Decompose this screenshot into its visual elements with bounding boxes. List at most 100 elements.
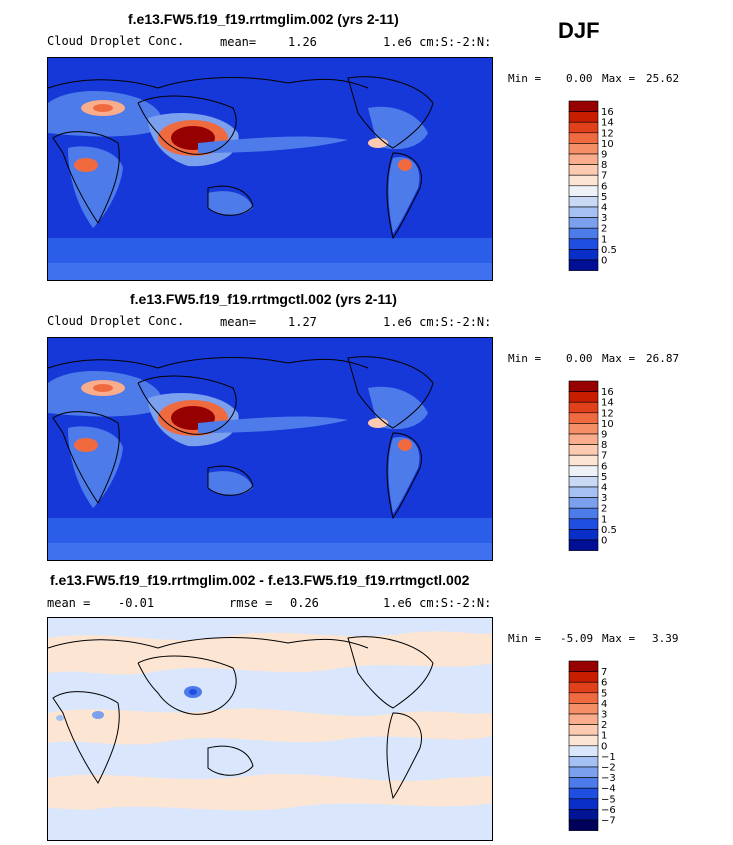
colorbar-tick-label: 2 [601, 224, 607, 235]
colorbar-swatch [568, 433, 599, 445]
colorbar-swatch [568, 787, 599, 800]
colorbar-tick-label: 4 [601, 203, 607, 214]
season-label: DJF [558, 18, 600, 43]
southern-band-outer [48, 263, 492, 280]
panel3-mean-label: mean = [47, 596, 91, 610]
indian-negative [92, 711, 104, 719]
panel3-mean-value: -0.01 [118, 596, 155, 610]
africa-hotspot [74, 438, 98, 452]
warm-band-north [48, 631, 492, 675]
colorbar-swatch [568, 703, 599, 715]
pacific-plume [198, 416, 348, 433]
pacific-plume [198, 136, 348, 153]
colorbar-tick-label: 5 [601, 688, 607, 699]
colorbar-tick-label: 7 [601, 171, 607, 182]
colorbar-tick-label: 1 [601, 731, 607, 742]
panel2-min-label: Min = [508, 352, 542, 365]
colorbar-tick-label: 4 [601, 483, 607, 494]
colorbar-swatch [568, 476, 599, 488]
colorbar-tick-label: 7 [601, 451, 607, 462]
panel1-max-value: 25.62 [646, 72, 680, 85]
colorbar-tick-label: 14 [601, 398, 614, 409]
panel1-variable: Cloud Droplet Conc. [47, 34, 185, 48]
panel3-title: f.e13.FW5.f19_f19.rrtmglim.002 - f.e13.F… [50, 572, 470, 588]
panel2-mean-value: 1.27 [288, 315, 317, 329]
colorbar-swatch [568, 756, 599, 768]
namerica-hotspot [368, 138, 388, 148]
colorbar-tick-label: 14 [601, 118, 614, 129]
colorbar-swatch [568, 529, 599, 541]
colorbar-tick-label: 4 [601, 699, 607, 710]
colorbar-swatch [568, 249, 599, 261]
colorbar-tick-label: 2 [601, 720, 607, 731]
namerica-field [368, 106, 428, 150]
colorbar-swatch [568, 486, 599, 498]
coastlines [48, 356, 434, 520]
panel3-max-label: Max = [602, 632, 636, 645]
colorbar-tick-label: 7 [601, 667, 607, 678]
colorbar-tick-label: 6 [601, 181, 607, 192]
colorbar-tick-label: 2 [601, 504, 607, 515]
colorbar-swatch [568, 164, 599, 176]
colorbar-swatch [568, 745, 599, 757]
panel3-min-label: Min = [508, 632, 542, 645]
namerica-hotspot [368, 418, 388, 428]
colorbar-tick-label: −5 [601, 794, 616, 805]
panel3-rmse-value: 0.26 [290, 596, 319, 610]
colorbar-tick-label: 6 [601, 461, 607, 472]
colorbar-swatch [568, 412, 599, 424]
colorbar-swatch [568, 153, 599, 165]
namerica-field [368, 386, 428, 430]
samerica-hotspot [398, 439, 412, 451]
colorbar-tick-label: 6 [601, 678, 607, 689]
panel3-map [47, 617, 493, 841]
colorbar-swatch [568, 259, 599, 271]
europe-core [93, 104, 113, 112]
australia-field [208, 471, 253, 496]
colorbar-swatch [568, 539, 599, 551]
colorbar-swatch [568, 777, 599, 789]
colorbar-tick-label: 16 [601, 107, 614, 118]
colorbar-swatch [568, 681, 599, 694]
asia-negative-core [189, 689, 197, 695]
colorbar-tick-label: 12 [601, 128, 614, 139]
colorbar-swatch [568, 100, 599, 112]
colorbar-swatch [568, 692, 599, 704]
colorbar-swatch [568, 465, 599, 477]
colorbar-swatch [568, 734, 599, 747]
samerica-hotspot [398, 159, 412, 171]
colorbar-swatch [568, 121, 599, 134]
colorbar-swatch [568, 444, 599, 456]
panel3-max-value: 3.39 [652, 632, 679, 645]
colorbar-swatch [568, 391, 599, 403]
colorbar-tick-label: 0 [601, 536, 607, 547]
colorbar-swatch [568, 766, 599, 778]
colorbar-swatch [568, 380, 599, 392]
panel2-mean-label: mean= [220, 315, 257, 329]
panel3-rmse-label: rmse = [229, 596, 273, 610]
colorbar-tick-label: −3 [601, 773, 616, 784]
colorbar-tick-label: 12 [601, 408, 614, 419]
africa-negative [56, 715, 64, 721]
colorbar-swatch [568, 238, 599, 250]
panel2-min-value: 0.00 [566, 352, 593, 365]
colorbar-swatch [568, 132, 599, 144]
colorbar-swatch [568, 143, 599, 155]
colorbar-swatch [568, 660, 599, 672]
warm-band-south [48, 774, 492, 811]
colorbar-tick-label: 8 [601, 160, 607, 171]
colorbar-swatch [568, 454, 599, 467]
colorbar-tick-label: 10 [601, 139, 614, 150]
colorbar-tick-label: 10 [601, 419, 614, 430]
colorbar-swatch [568, 671, 599, 683]
panel2-max-label: Max = [602, 352, 636, 365]
colorbar-swatch [568, 724, 599, 736]
colorbar-swatch [568, 423, 599, 435]
colorbar-swatch [568, 217, 599, 229]
colorbar-tick-label: 0.5 [601, 245, 617, 256]
colorbar-tick-label: 0 [601, 256, 607, 267]
colorbar-tick-label: 5 [601, 472, 607, 483]
